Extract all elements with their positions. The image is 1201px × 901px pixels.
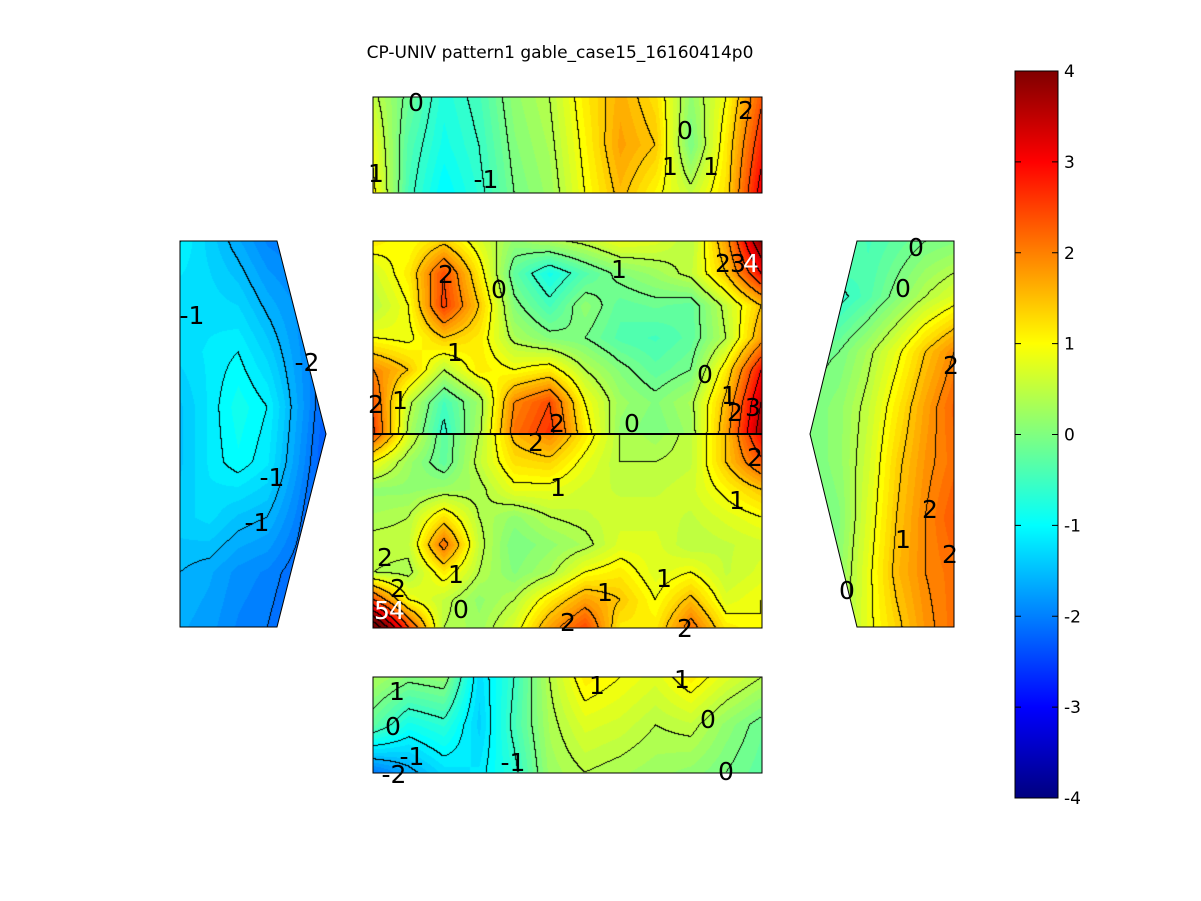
panel-left: -1 -2 -1 -1 [179,240,327,628]
panel-left-field [180,241,326,627]
panel-center-lower-field [373,434,762,628]
contour-label: 1 [368,159,384,188]
contour-label: 3 [730,249,746,278]
contour-label: 1 [729,486,745,515]
contour-label: -2 [295,348,320,377]
contour-label: 0 [700,705,716,734]
contour-label: -1 [245,508,270,537]
colorbar-tick-label: -1 [1064,516,1081,536]
panel-center: 2 0 1 2 3 4 1 0 2 1 1 2 3 2 2 0 2 1 1 2 … [368,240,763,643]
contour-label: 1 [389,677,405,706]
colorbar-tick-label: 1 [1064,335,1075,355]
contour-label: 0 [908,233,924,262]
panel-center-upper-field [373,241,762,435]
contour-label: 2 [747,443,763,472]
colorbar-gradient [1015,71,1058,798]
contour-label: 2 [738,96,754,125]
contour-label: 1 [703,152,719,181]
contour-label: 0 [491,275,507,304]
panel-bottom-field [373,677,762,773]
colorbar-tick-label: -4 [1064,789,1081,809]
contour-label: 0 [839,576,855,605]
colorbar-ticks: 4 3 2 1 0 -1 -2 -3 -4 [1015,62,1081,809]
contour-label: -1 [474,165,499,194]
contour-label: -1 [400,742,425,771]
contour-label: 2 [677,614,693,643]
contour-label: -2 [382,760,407,789]
panel-right-field [810,241,954,627]
colorbar: 4 3 2 1 0 -1 -2 -3 -4 [1014,62,1081,809]
colorbar-tick-label: 0 [1064,426,1075,446]
contour-label: 2 [560,608,576,637]
contour-label: 0 [677,116,693,145]
contour-label: 4 [389,596,405,625]
contour-label: 2 [727,398,743,427]
contour-label: -1 [180,301,205,330]
panel-bottom: 1 1 1 0 0 -1 -1 -2 0 [372,665,763,789]
contour-label: 4 [743,249,759,278]
contour-label: 1 [895,525,911,554]
contour-label: 1 [662,152,678,181]
panel-top: 0 2 0 1 1 1 -1 [368,88,763,194]
panel-top-outline [372,96,763,194]
contour-label: 0 [453,595,469,624]
contour-label: 2 [943,351,959,380]
contour-label: 1 [392,386,408,415]
contour-label: 1 [674,665,690,694]
panel-right: 0 0 2 2 1 2 0 [809,233,959,628]
contour-label: 2 [377,543,393,572]
contour-label: 2 [390,574,406,603]
contour-label: 2 [368,390,384,419]
contour-label: 2 [715,249,731,278]
colorbar-tick-label: -2 [1064,607,1081,627]
panel-right-outline [809,240,955,628]
panel-top-field [373,97,762,193]
contour-label: 3 [745,393,761,422]
contour-label: 1 [589,671,605,700]
contour-label: 0 [697,360,713,389]
colorbar-tick-label: 3 [1064,153,1075,173]
panel-bottom-outline [372,676,763,774]
chart-title: CP-UNIV pattern1 gable_case15_16160414p0 [367,43,754,63]
contour-label: 2 [922,495,938,524]
colorbar-tick-label: -3 [1064,698,1081,718]
contour-label: 1 [448,560,464,589]
contour-label: -1 [260,463,285,492]
panel-left-outline [179,240,327,628]
contour-label: 5 [374,596,390,625]
contour-label: 1 [656,564,672,593]
contour-label: 2 [528,428,544,457]
contour-label: 1 [550,473,566,502]
contour-label: 0 [718,757,734,786]
colorbar-tick-label: 4 [1064,62,1075,82]
contour-label: 0 [624,409,640,438]
contour-label: 2 [549,409,565,438]
contour-label: 0 [385,712,401,741]
contour-label: 0 [895,274,911,303]
contour-label: -1 [501,748,526,777]
contour-label: 1 [597,578,613,607]
contour-label: 1 [611,255,627,284]
contour-label: 2 [438,260,454,289]
contour-label: 1 [721,381,737,410]
colorbar-tick-label: 2 [1064,244,1075,264]
contour-label: 0 [408,88,424,117]
contour-label: 1 [447,338,463,367]
contour-label: 2 [942,540,958,569]
